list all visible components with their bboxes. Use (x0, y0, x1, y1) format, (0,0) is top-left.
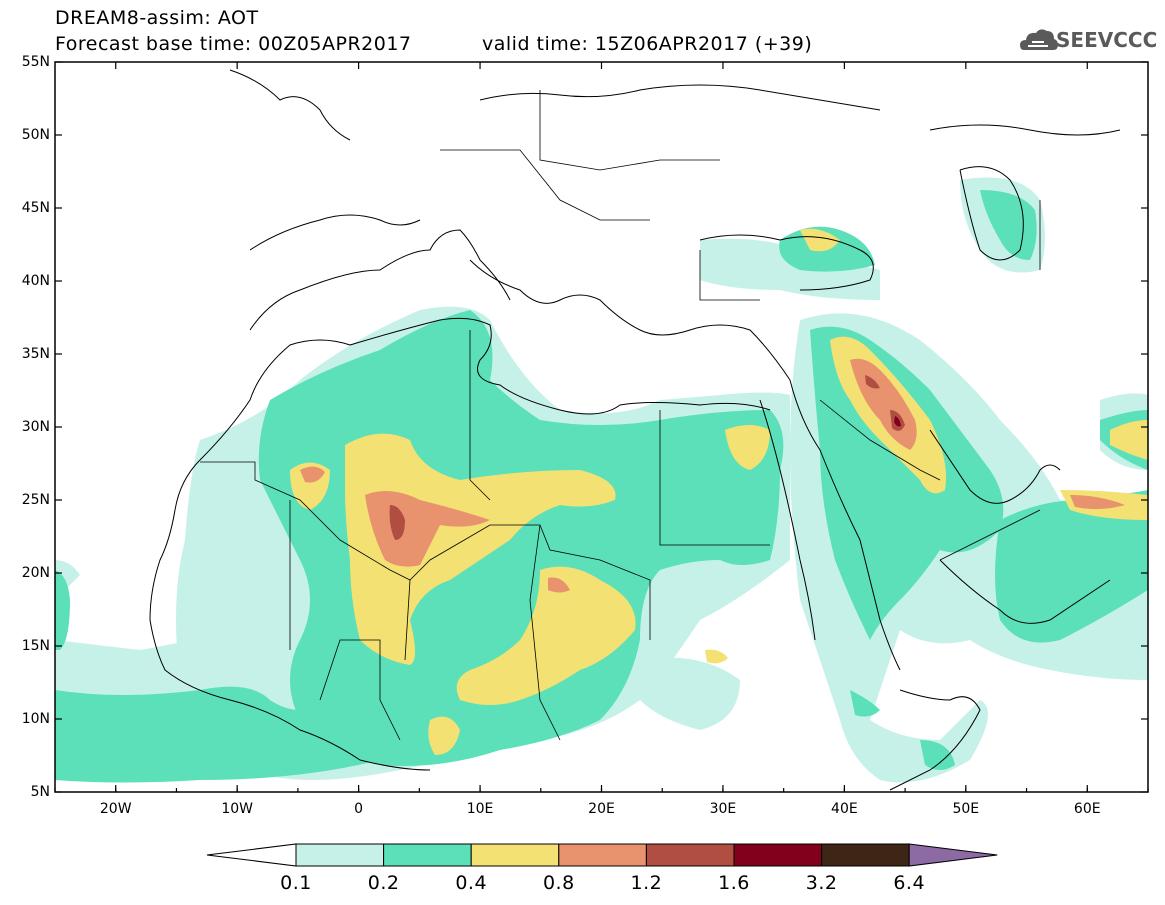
lon-label: 0 (354, 801, 364, 817)
coastlines (149, 69, 1121, 791)
aot-level-1.2 (389, 375, 905, 540)
colorbar-swatch (558, 843, 647, 867)
lon-label: 40E (831, 801, 858, 817)
lon-label: 20E (588, 801, 615, 817)
colorbar (206, 843, 998, 867)
lat-label: 55N (21, 54, 50, 70)
lat-label: 25N (21, 492, 50, 508)
colorbar-swatch (733, 843, 823, 867)
cloud-logo-icon (1020, 29, 1058, 50)
logo-text: SEEVCCC (1056, 28, 1158, 52)
colorbar-label: 3.2 (805, 872, 838, 894)
colorbar-label: 0.8 (542, 872, 575, 894)
lat-label: 30N (21, 419, 50, 435)
colorbar-swatch (470, 843, 560, 867)
lon-label: 60E (1073, 801, 1101, 817)
lat-label: 50N (21, 127, 50, 143)
longitude-ticks (54, 62, 1149, 792)
lat-label: 5N (30, 784, 50, 800)
colorbar-label: 0.1 (280, 872, 312, 894)
lon-label: 30E (709, 801, 737, 817)
forecast-base-time: Forecast base time: 00Z05APR2017 (55, 33, 412, 55)
lat-label: 20N (21, 565, 50, 581)
colorbar-label: 0.4 (455, 872, 488, 894)
lon-label: 10E (466, 801, 494, 817)
colorbar-label: 0.2 (367, 872, 400, 894)
lat-label: 10N (21, 711, 50, 727)
lon-label: 20W (99, 801, 132, 817)
aot-level-1.6 (894, 416, 901, 427)
colorbar-under-triangle (206, 843, 297, 867)
colorbar-swatch (295, 843, 385, 867)
colorbar-label: 1.6 (718, 872, 750, 894)
colorbar-label: 6.4 (893, 872, 926, 894)
colorbar-label: 1.2 (630, 872, 663, 894)
colorbar-swatch (383, 843, 472, 867)
lat-label: 15N (21, 638, 50, 654)
lon-label: 50E (952, 801, 980, 817)
colorbar-swatch (645, 843, 735, 867)
lat-label: 45N (21, 200, 50, 216)
lon-label: 10W (221, 801, 253, 817)
country-borders (200, 90, 1041, 741)
aot-field (55, 177, 1148, 783)
map-title: DREAM8-assim: AOT (55, 7, 259, 29)
latitude-ticks (55, 61, 1148, 793)
lat-label: 40N (21, 273, 50, 289)
valid-time: valid time: 15Z06APR2017 (+39) (482, 33, 813, 55)
colorbar-over-triangle (908, 843, 998, 867)
colorbar-swatch (821, 843, 910, 867)
lat-label: 35N (21, 346, 50, 362)
